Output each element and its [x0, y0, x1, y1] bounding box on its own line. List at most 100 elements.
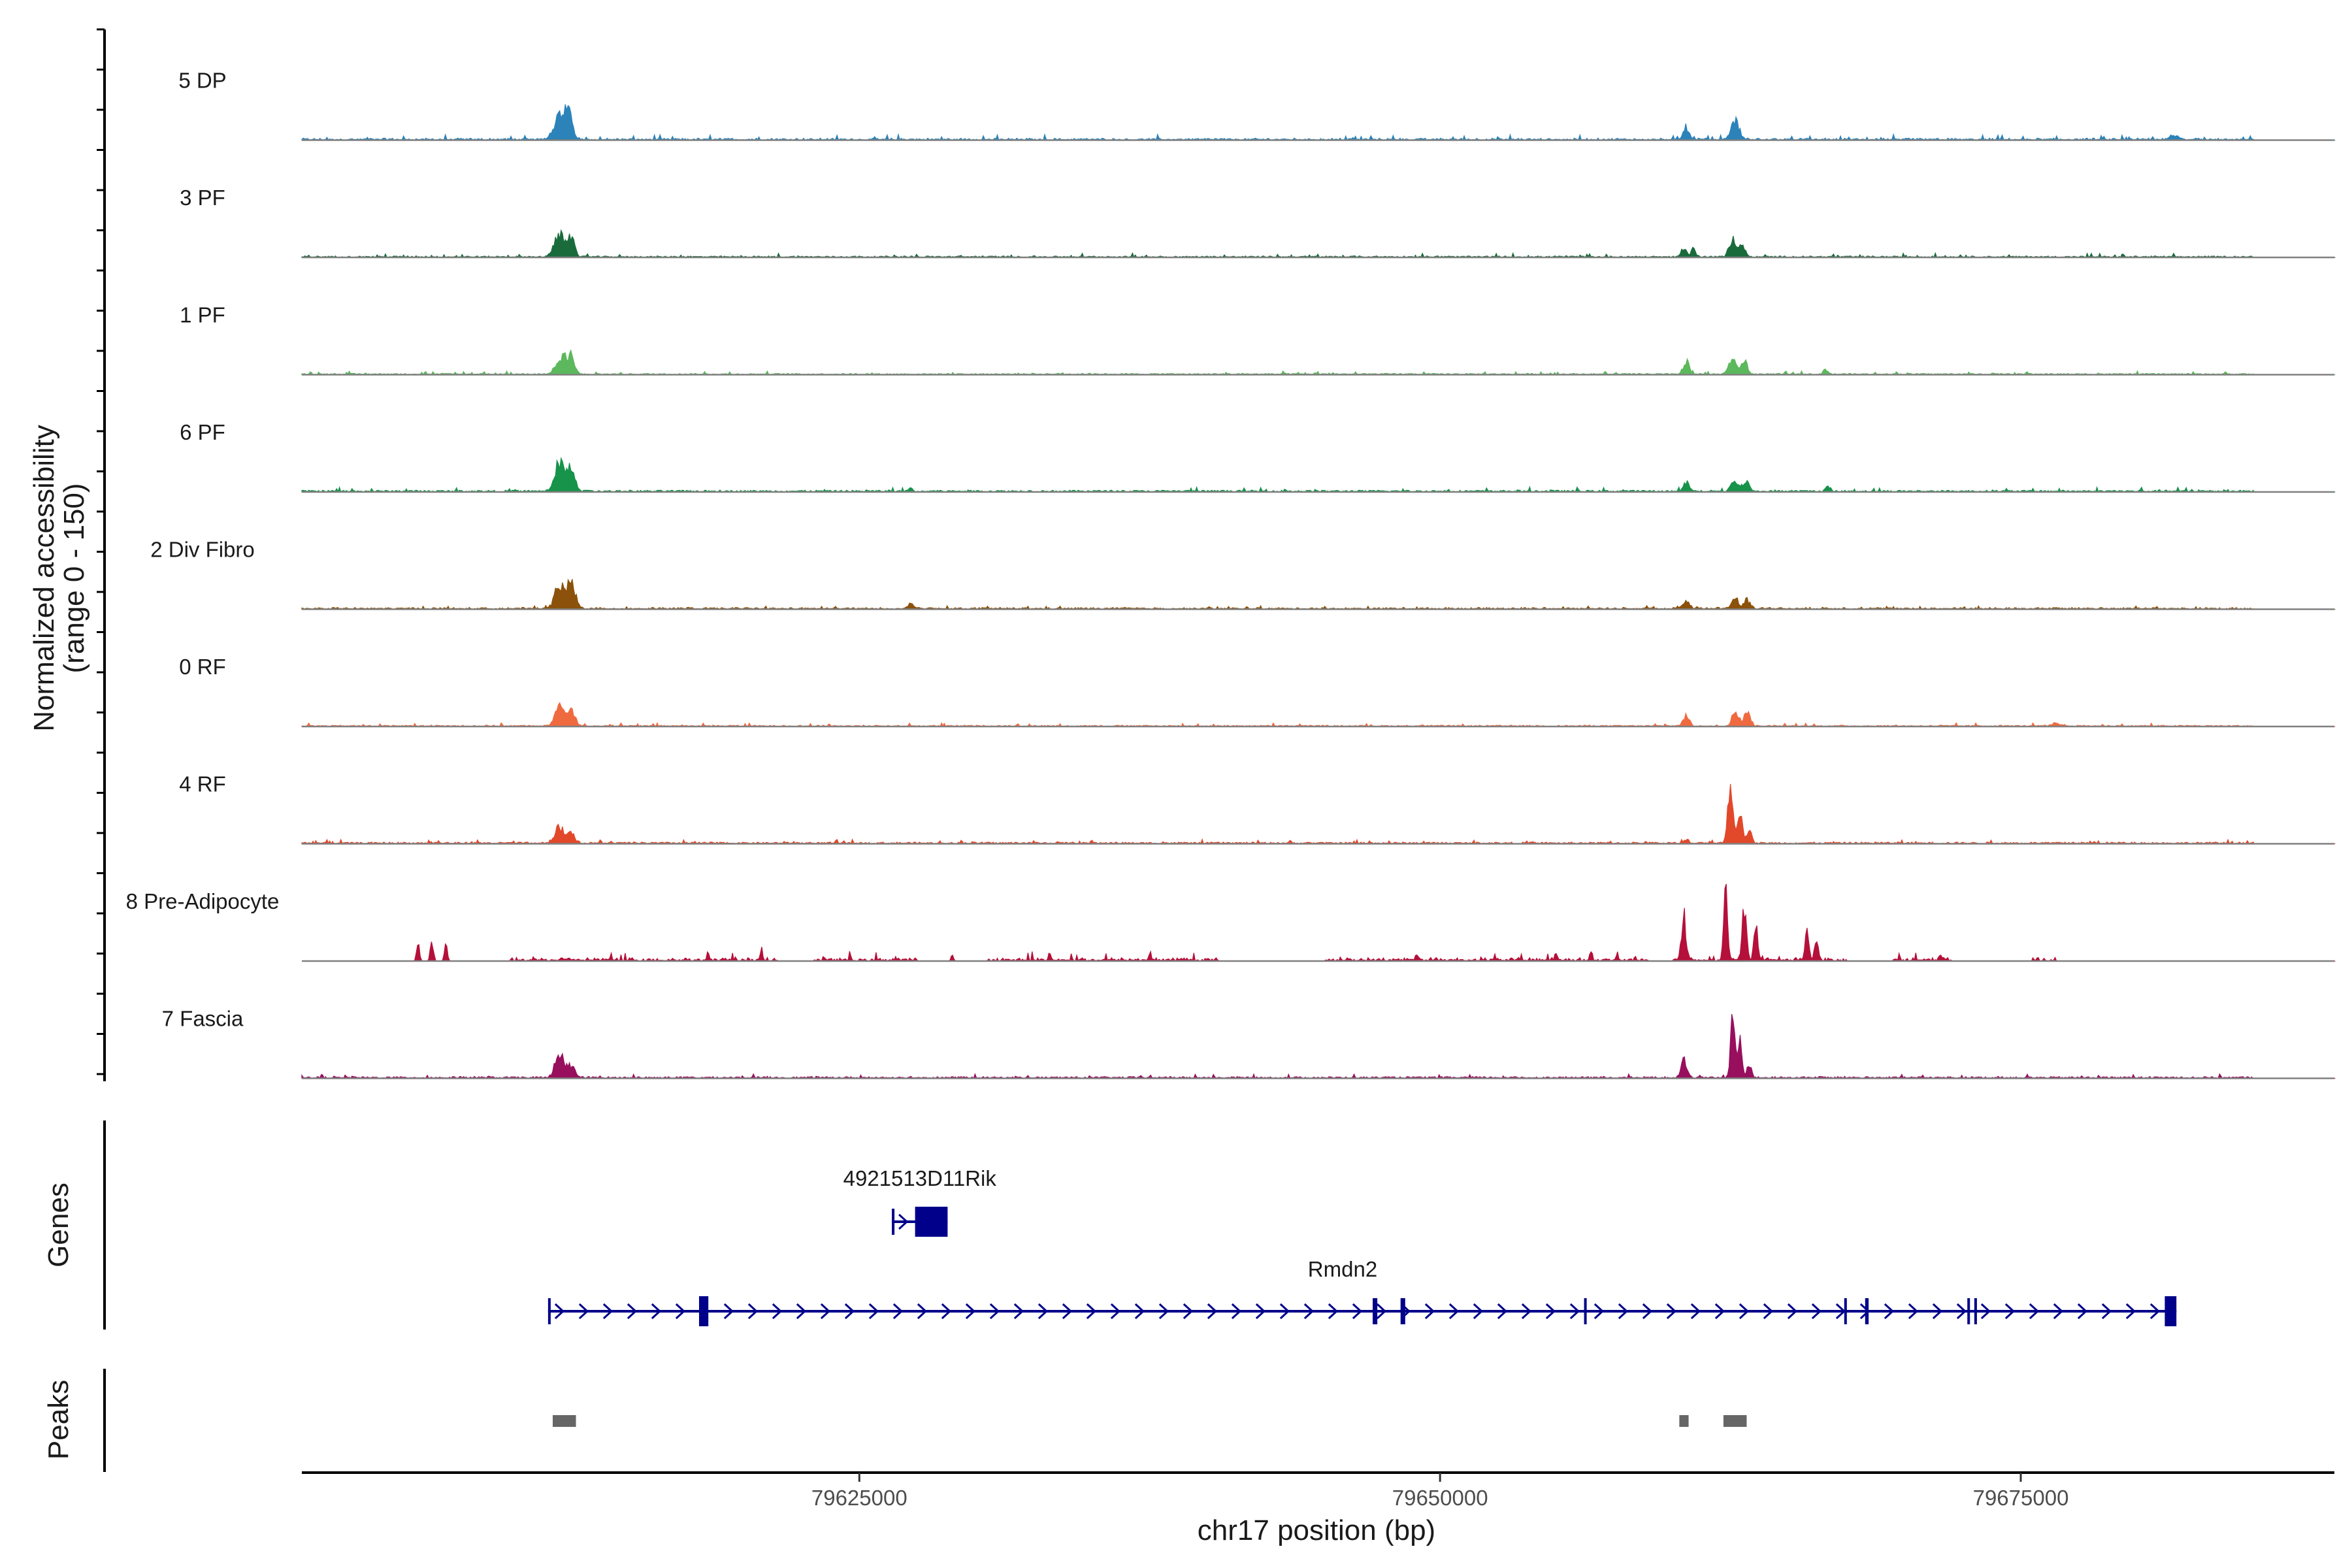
- strand-arrow-icon: [1666, 1303, 1677, 1320]
- gene-exon: [1373, 1298, 1378, 1324]
- x-axis: 79625000 79650000 79675000: [302, 1471, 2334, 1510]
- strand-arrow-icon: [1279, 1303, 1290, 1320]
- gene-exon: [1865, 1298, 1869, 1324]
- track: 1 PF: [180, 303, 2336, 376]
- strand-arrow-icon: [1980, 1303, 1991, 1320]
- strand-arrow-icon: [1013, 1303, 1024, 1320]
- strand-arrow-icon: [1690, 1303, 1701, 1320]
- strand-arrow-icon: [1062, 1303, 1073, 1320]
- strand-arrow-icon: [1134, 1303, 1145, 1320]
- track: 5 DP: [178, 69, 2336, 141]
- strand-arrow-icon: [675, 1303, 686, 1320]
- gene-exon: [1844, 1298, 1847, 1324]
- track-label: 4 RF: [179, 772, 226, 796]
- strand-arrow-icon: [2053, 1303, 2064, 1320]
- strand-arrow-icon: [602, 1303, 613, 1320]
- strand-arrow-icon: [1593, 1303, 1605, 1320]
- track-label: 6 PF: [180, 420, 225, 444]
- strand-arrow-icon: [868, 1303, 879, 1320]
- strand-arrow-icon: [2125, 1303, 2136, 1320]
- strand-arrow-icon: [820, 1303, 831, 1320]
- track-signal-area: [301, 1013, 2336, 1079]
- strand-arrow-icon: [1158, 1303, 1169, 1320]
- track-label: 8 Pre-Adipocyte: [126, 889, 280, 913]
- gene-model: Rmdn2: [547, 1257, 2177, 1326]
- peaks-panel-title: Peaks: [42, 1380, 74, 1460]
- strand-arrow-icon: [1037, 1303, 1049, 1320]
- peak-region: [1723, 1415, 1747, 1427]
- peak-region: [552, 1415, 576, 1427]
- y-axis-title-line2: (range 0 - 150): [58, 483, 90, 673]
- x-tick-label: 79650000: [1392, 1486, 1488, 1510]
- track: 6 PF: [180, 420, 2336, 493]
- coverage-tracks: 5 DP 3 PF 1 PF 6 PF 2 Div Fibro 0 RF 4 RF 8 Pre…: [126, 69, 2336, 1079]
- gene-exon: [1967, 1298, 1970, 1324]
- strand-arrow-icon: [1376, 1303, 1387, 1320]
- x-axis-title: chr17 position (bp): [1198, 1514, 1435, 1546]
- track: 3 PF: [180, 186, 2336, 259]
- strand-arrow-icon: [2029, 1303, 2040, 1320]
- track-label: 2 Div Fibro: [150, 538, 255, 562]
- track: 7 Fascia: [162, 1007, 2336, 1079]
- track-label: 3 PF: [180, 186, 225, 210]
- peak-region: [1679, 1415, 1689, 1427]
- strand-arrow-icon: [1714, 1303, 1725, 1320]
- gene-exon: [1584, 1298, 1587, 1324]
- strand-arrow-icon: [844, 1303, 855, 1320]
- strand-arrow-icon: [1811, 1303, 1822, 1320]
- gene-exon: [698, 1296, 709, 1326]
- strand-arrow-icon: [1787, 1303, 1798, 1320]
- genes-panel: 4921513D11Rik Rmdn2: [547, 1166, 2177, 1326]
- left-axes: [97, 28, 106, 1472]
- strand-arrow-icon: [651, 1303, 662, 1320]
- strand-arrow-icon: [1303, 1303, 1315, 1320]
- gene-exon: [547, 1298, 551, 1324]
- strand-arrow-icon: [892, 1303, 904, 1320]
- strand-arrow-icon: [1086, 1303, 1097, 1320]
- gene-model: 4921513D11Rik: [843, 1166, 997, 1237]
- strand-arrow-icon: [1448, 1303, 1460, 1320]
- y-axis-title-line1: Normalized accessibility: [28, 425, 60, 731]
- strand-arrow-icon: [1255, 1303, 1266, 1320]
- gene-label: 4921513D11Rik: [843, 1166, 997, 1190]
- strand-arrow-icon: [627, 1303, 638, 1320]
- strand-arrow-icon: [1521, 1303, 1532, 1320]
- gene-exon: [2164, 1296, 2177, 1326]
- strand-arrow-icon: [772, 1303, 783, 1320]
- strand-arrow-icon: [1497, 1303, 1508, 1320]
- strand-arrow-icon: [747, 1303, 759, 1320]
- strand-arrow-icon: [723, 1303, 734, 1320]
- strand-arrow-icon: [1763, 1303, 1774, 1320]
- x-tick-label: 79675000: [1973, 1486, 2069, 1510]
- strand-arrow-icon: [2149, 1303, 2161, 1320]
- x-tick-label: 79625000: [811, 1486, 907, 1510]
- strand-arrow-icon: [1739, 1303, 1750, 1320]
- strand-arrow-icon: [1473, 1303, 1484, 1320]
- strand-arrow-icon: [1956, 1303, 1967, 1320]
- strand-arrow-icon: [1545, 1303, 1556, 1320]
- track-label: 5 DP: [178, 69, 226, 93]
- gene-exon: [915, 1207, 948, 1237]
- track: 0 RF: [179, 655, 2336, 728]
- track: 2 Div Fibro: [150, 538, 2336, 610]
- strand-arrow-icon: [1183, 1303, 1194, 1320]
- track-label: 7 Fascia: [162, 1007, 244, 1031]
- y-axis-title: Normalized accessibility (range 0 - 150): [28, 425, 90, 731]
- track: 8 Pre-Adipocyte: [126, 883, 2336, 962]
- gene-exon: [1974, 1298, 1977, 1324]
- strand-arrow-icon: [1328, 1303, 1339, 1320]
- track-signal-area: [301, 457, 2336, 493]
- track-label: 0 RF: [179, 655, 226, 679]
- gene-exon: [1400, 1298, 1405, 1324]
- strand-arrow-icon: [1569, 1303, 1580, 1320]
- strand-arrow-icon: [1884, 1303, 1895, 1320]
- strand-arrow-icon: [578, 1303, 589, 1320]
- strand-arrow-icon: [2077, 1303, 2088, 1320]
- strand-arrow-icon: [1231, 1303, 1242, 1320]
- strand-arrow-icon: [965, 1303, 976, 1320]
- gene-label: Rmdn2: [1308, 1257, 1377, 1281]
- strand-arrow-icon: [796, 1303, 807, 1320]
- strand-arrow-icon: [941, 1303, 952, 1320]
- strand-arrow-icon: [1618, 1303, 1629, 1320]
